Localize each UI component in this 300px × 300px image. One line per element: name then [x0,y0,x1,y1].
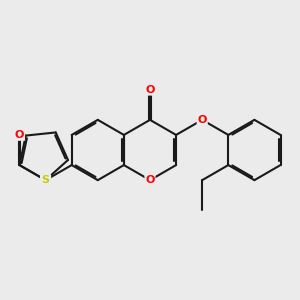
Text: O: O [41,175,50,185]
Text: O: O [145,175,155,185]
Text: O: O [145,85,155,95]
Text: S: S [42,175,50,185]
Text: O: O [197,115,207,125]
Text: O: O [15,130,24,140]
